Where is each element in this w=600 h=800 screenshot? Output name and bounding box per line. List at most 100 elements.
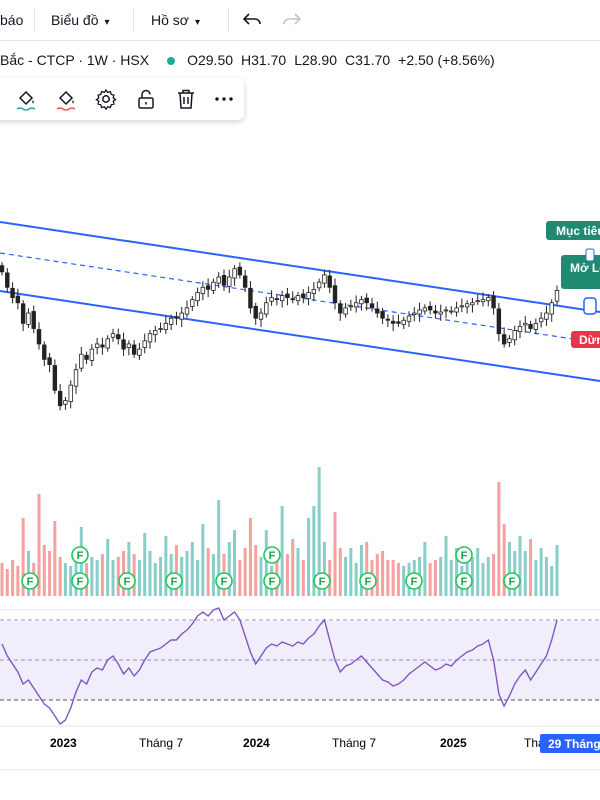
alerts-menu[interactable]: báo xyxy=(0,12,24,28)
candle-body xyxy=(163,322,169,330)
open-position-label[interactable] xyxy=(561,255,600,289)
candle-body xyxy=(10,287,15,298)
crosshair-date-text: 29 Tháng xyxy=(548,737,600,751)
volume-bar xyxy=(116,557,120,596)
volume-bar xyxy=(95,560,99,596)
candle-body xyxy=(137,348,142,356)
channel-middle-line[interactable] xyxy=(0,252,600,344)
candle-body xyxy=(190,299,195,307)
candle-body xyxy=(338,303,343,314)
trash-icon[interactable] xyxy=(174,87,198,111)
volume-bar xyxy=(137,560,141,596)
candle-body xyxy=(216,276,221,284)
candle-body xyxy=(79,353,84,369)
earnings-marker xyxy=(455,572,473,590)
candle-body xyxy=(311,288,317,294)
volume-bar xyxy=(79,527,83,596)
target-label-text: Mục tiêu xyxy=(556,224,600,238)
volume-bar xyxy=(122,551,126,596)
candle-body xyxy=(121,339,126,350)
paint-bucket-icon[interactable] xyxy=(14,87,38,111)
symbol-title[interactable]: Bắc - CTCP · 1W · HSX xyxy=(0,52,150,68)
volume-bar xyxy=(217,500,221,596)
profile-menu[interactable]: Hồ sơ ▾ xyxy=(151,0,200,40)
volume-bar xyxy=(439,557,443,596)
drawing-toolbar xyxy=(0,78,244,120)
candle-body xyxy=(94,343,100,348)
volume-bar xyxy=(344,557,348,596)
candle-body xyxy=(153,330,158,336)
handle-top[interactable] xyxy=(585,248,595,262)
candle-body xyxy=(295,295,301,302)
volume-bar xyxy=(48,551,52,596)
volume-bar xyxy=(233,530,237,596)
volume-bar xyxy=(470,557,474,596)
candle-body xyxy=(237,266,243,276)
volume-bar xyxy=(285,554,289,596)
volume-bar xyxy=(386,560,390,596)
volume-bar xyxy=(106,539,110,596)
candle-body xyxy=(57,390,63,407)
chart-menu[interactable]: Biểu đồ ▾ xyxy=(51,0,110,40)
volume-bar xyxy=(307,518,311,596)
target-label[interactable] xyxy=(546,221,600,240)
volume-bar xyxy=(486,557,490,596)
candle-body xyxy=(533,322,539,330)
handle-entry[interactable] xyxy=(583,297,597,315)
undo-icon[interactable] xyxy=(240,8,264,32)
candle-body xyxy=(353,302,359,308)
volume-bar xyxy=(132,554,136,596)
lock-icon[interactable] xyxy=(134,87,158,111)
candle-body xyxy=(274,298,280,301)
earnings-marker-label: F xyxy=(77,550,84,562)
rsi-band xyxy=(0,621,600,700)
volume-bar xyxy=(259,557,263,596)
candle-body xyxy=(396,321,401,324)
earnings-marker xyxy=(71,572,89,590)
volume-bar xyxy=(16,566,20,596)
more-icon[interactable] xyxy=(212,87,236,111)
volume-bar xyxy=(148,551,152,596)
volume-bar xyxy=(11,560,15,596)
volume-bar xyxy=(206,548,210,596)
candle-body xyxy=(523,322,528,326)
time-tick-2024: 2024 xyxy=(243,736,270,750)
channel-upper-line[interactable] xyxy=(0,221,600,313)
stop-label[interactable] xyxy=(571,331,600,348)
volume-bar xyxy=(402,566,406,596)
volume-bar xyxy=(428,563,432,596)
volume-bar xyxy=(507,542,511,596)
volume-bar xyxy=(381,551,385,596)
channel-lower-line[interactable] xyxy=(0,290,600,382)
candle-body xyxy=(232,268,237,279)
volume-bar xyxy=(555,545,559,596)
volume-bar xyxy=(21,518,25,596)
profile-menu-label: Hồ sơ xyxy=(151,12,189,28)
gear-icon[interactable] xyxy=(94,87,118,111)
volume-bar xyxy=(254,545,258,596)
earnings-marker xyxy=(503,572,521,590)
volume-bar xyxy=(312,506,316,596)
candle-body xyxy=(258,312,264,320)
volume-bar xyxy=(5,569,9,596)
candle-body xyxy=(501,334,507,345)
volume-bar xyxy=(550,566,554,596)
time-tick-jul-2025: Thá xyxy=(524,736,545,750)
volume-bar xyxy=(497,482,501,596)
candle-body xyxy=(343,307,348,315)
earnings-marker-label: F xyxy=(411,576,418,588)
volume-bar xyxy=(396,563,400,596)
candle-body xyxy=(549,302,554,315)
toolbar-divider xyxy=(133,8,134,32)
candle-body xyxy=(528,323,533,329)
paint-bucket-icon[interactable] xyxy=(54,87,78,111)
candle-body xyxy=(105,338,110,349)
volume-bar xyxy=(280,506,284,596)
volume-bar xyxy=(26,551,30,596)
candle-body xyxy=(290,298,295,301)
earnings-marker xyxy=(71,546,89,564)
candle-body xyxy=(158,328,163,330)
candle-body xyxy=(380,311,385,319)
volume-bar xyxy=(296,548,300,596)
redo-icon[interactable] xyxy=(280,8,304,32)
